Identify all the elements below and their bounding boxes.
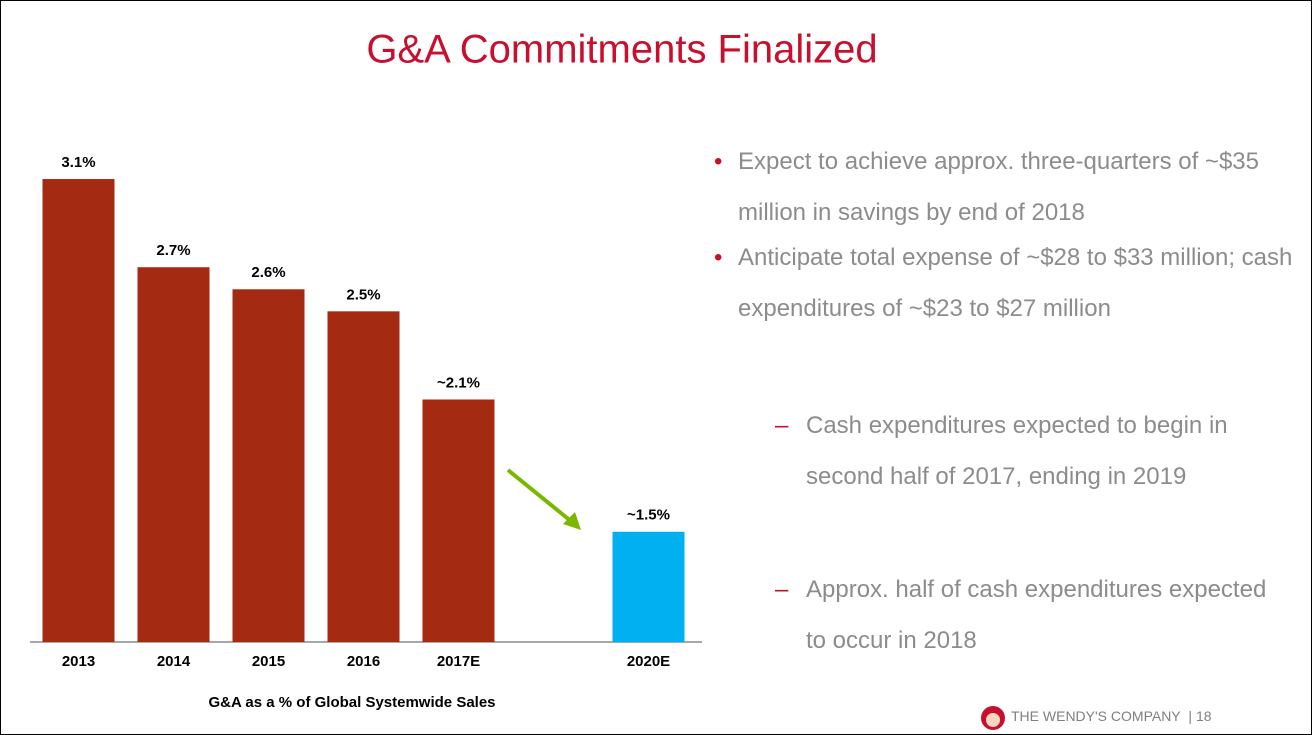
x-tick-label: 2015 (252, 653, 285, 670)
x-tick-label: 2020E (627, 653, 670, 670)
data-label: 2.7% (156, 242, 190, 259)
sub-bullet-dash: – (775, 576, 789, 603)
bar (612, 531, 685, 642)
bar (422, 399, 495, 642)
data-label: ~2.1% (437, 374, 480, 391)
logo-face (986, 713, 1000, 727)
footer-separator: | (1180, 708, 1196, 724)
footer-page: 18 (1195, 708, 1212, 724)
trend-arrow-head (563, 512, 581, 530)
x-tick-label: 2013 (62, 653, 95, 670)
bar (232, 289, 305, 642)
data-label: ~1.5% (627, 507, 670, 524)
bullet: • Anticipate total expense of ~$28 to $33… (714, 232, 1308, 334)
bullet-dot: • (714, 148, 723, 175)
x-tick-label: 2014 (157, 653, 191, 670)
sub-bullet-text: Cash expenditures expected to begin in s… (806, 412, 1228, 490)
sub-bullet: – Approx. half of cash expenditures expec… (775, 564, 1284, 666)
bullet-text: Anticipate total expense of ~$28 to $33 … (738, 244, 1293, 322)
sub-bullet-text: Approx. half of cash expenditures expect… (806, 576, 1267, 654)
bar (137, 267, 210, 642)
bullet-text: Expect to achieve approx. three-quarters… (738, 148, 1259, 226)
x-tick-label: 2016 (347, 653, 380, 670)
data-label: 3.1% (61, 154, 95, 171)
sub-bullet: – Cash expenditures expected to begin in … (775, 400, 1284, 502)
x-tick-label: 2017E (437, 653, 480, 670)
footer-company: THE WENDY'S COMPANY (1011, 708, 1181, 724)
data-label: 2.5% (346, 286, 380, 303)
bullet: • Expect to achieve approx. three-quarter… (714, 136, 1308, 238)
footer: THE WENDY'S COMPANY | 18 (1011, 708, 1212, 724)
bar (327, 311, 400, 642)
bullet-dot: • (714, 244, 723, 271)
data-label: 2.6% (251, 264, 285, 281)
slide-title: G&A Commitments Finalized (366, 28, 877, 72)
trend-arrow (506, 468, 574, 524)
sub-bullet-dash: – (775, 412, 789, 439)
x-axis-label: G&A as a % of Global Systemwide Sales (208, 694, 495, 711)
bar (42, 179, 115, 642)
